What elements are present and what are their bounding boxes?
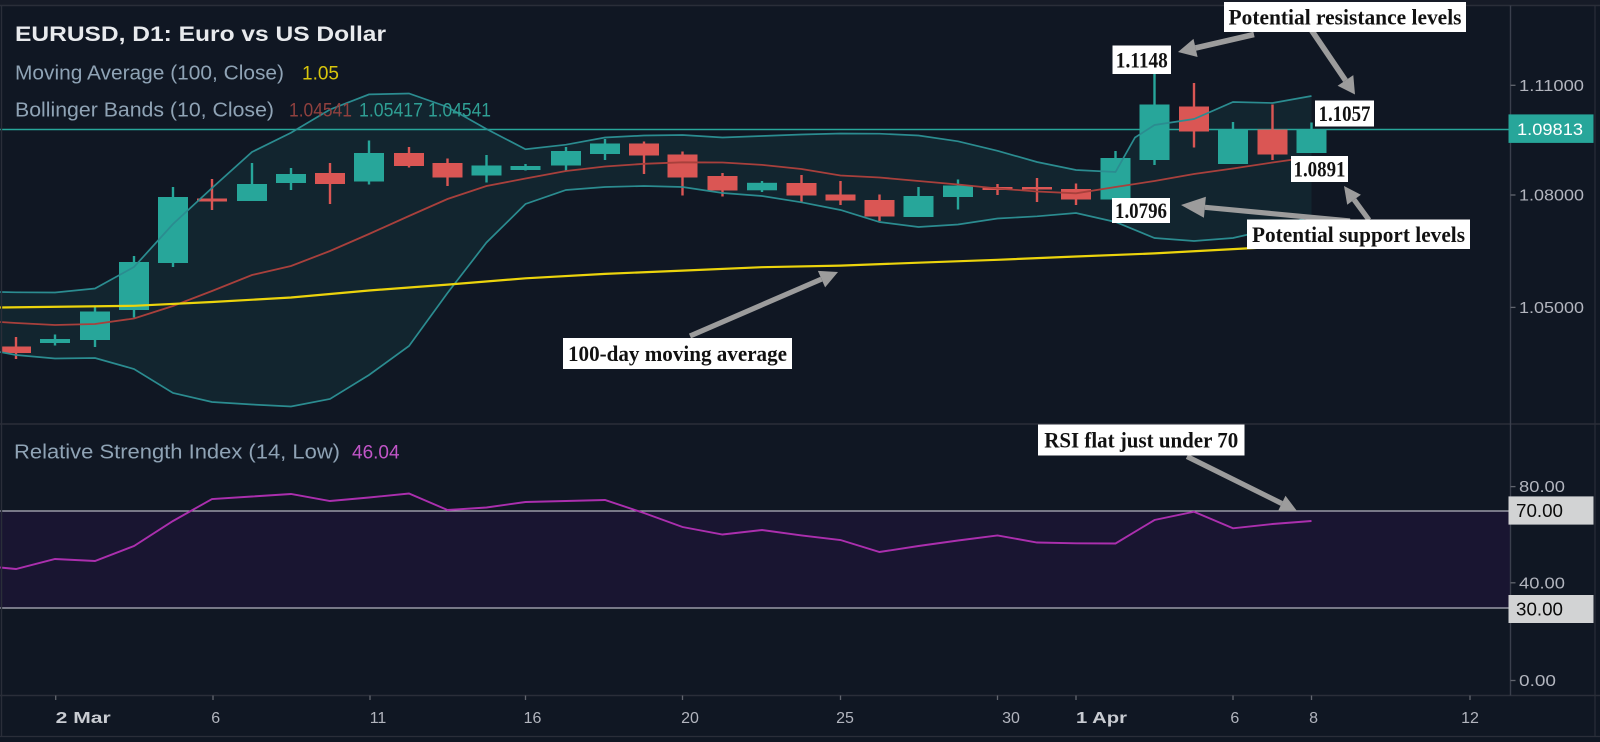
svg-text:1.04541: 1.04541 [289,101,352,122]
svg-text:1.08000: 1.08000 [1519,188,1584,205]
svg-text:30.00: 30.00 [1516,599,1563,620]
svg-text:1.05000: 1.05000 [1519,300,1584,317]
svg-text:1 Apr: 1 Apr [1076,710,1127,727]
svg-text:25: 25 [836,710,854,727]
svg-text:12: 12 [1461,710,1479,727]
svg-text:Potential resistance levels: Potential resistance levels [1229,5,1462,30]
svg-text:Potential support levels: Potential support levels [1252,222,1465,247]
svg-text:1.0796: 1.0796 [1115,198,1167,223]
svg-text:16: 16 [524,710,542,727]
svg-text:Relative Strength Index (14, L: Relative Strength Index (14, Low) [14,442,340,464]
svg-text:6: 6 [211,710,220,727]
svg-text:100-day moving average: 100-day moving average [568,341,787,366]
svg-text:20: 20 [681,710,699,727]
svg-text:6: 6 [1230,710,1239,727]
svg-text:1.1148: 1.1148 [1116,48,1168,73]
svg-text:8: 8 [1309,710,1318,727]
svg-text:EURUSD, D1: Euro vs US Dollar: EURUSD, D1: Euro vs US Dollar [15,23,386,46]
svg-text:46.04: 46.04 [352,443,400,464]
svg-text:Moving Average (100, Close): Moving Average (100, Close) [15,63,284,85]
svg-text:1.05: 1.05 [302,64,339,85]
svg-text:80.00: 80.00 [1519,479,1565,496]
svg-text:30: 30 [1002,710,1020,727]
svg-text:70.00: 70.00 [1516,500,1563,521]
svg-text:1.04541: 1.04541 [428,101,491,122]
svg-text:Bollinger Bands (10, Close): Bollinger Bands (10, Close) [15,100,274,122]
svg-text:1.05417: 1.05417 [359,101,423,122]
svg-text:11: 11 [370,710,387,727]
svg-text:1.1057: 1.1057 [1319,101,1371,126]
svg-text:RSI flat just under 70: RSI flat just under 70 [1044,428,1238,453]
svg-text:1.0891: 1.0891 [1294,157,1346,182]
svg-text:40.00: 40.00 [1519,575,1565,592]
svg-text:1.11000: 1.11000 [1519,78,1584,95]
svg-text:1.09813: 1.09813 [1517,120,1583,139]
svg-text:2 Mar: 2 Mar [56,710,111,727]
svg-text:0.00: 0.00 [1519,673,1556,690]
